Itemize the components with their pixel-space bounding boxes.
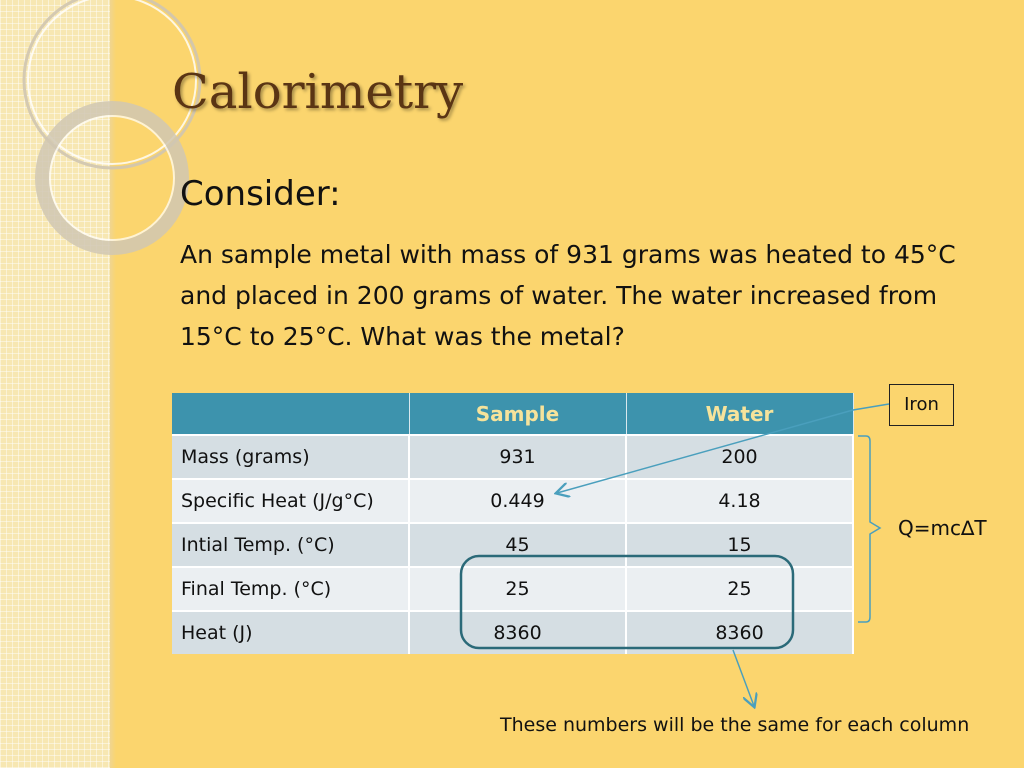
consider-heading: Consider: bbox=[180, 174, 341, 214]
note-pointer-arrow bbox=[732, 649, 754, 706]
problem-statement: An sample metal with mass of 931 grams w… bbox=[180, 240, 956, 351]
water-value: 200 bbox=[626, 434, 854, 479]
water-value: 15 bbox=[626, 522, 854, 567]
header-water: Water bbox=[626, 393, 854, 435]
sample-value: 931 bbox=[409, 434, 627, 479]
slide-title: Calorimetry bbox=[172, 64, 464, 120]
row-label: Specific Heat (J/g°C) bbox=[172, 478, 410, 523]
water-value: 25 bbox=[626, 566, 854, 611]
water-value: 8360 bbox=[626, 610, 854, 654]
table-row-heat: Heat (J) 8360 8360 bbox=[172, 610, 854, 654]
water-value: 4.18 bbox=[626, 478, 854, 523]
sample-value: 8360 bbox=[409, 610, 627, 654]
row-label: Intial Temp. (°C) bbox=[172, 522, 410, 567]
table-header-row: Sample Water bbox=[172, 393, 854, 435]
sample-value: 0.449 bbox=[409, 478, 627, 523]
row-label: Heat (J) bbox=[172, 610, 410, 654]
answer-callout: Iron bbox=[889, 384, 954, 426]
sample-value: 45 bbox=[409, 522, 627, 567]
decorative-circles bbox=[22, 0, 202, 255]
header-sample: Sample bbox=[409, 393, 627, 435]
calorimetry-table: Sample Water Mass (grams) 931 200 Specif… bbox=[172, 393, 854, 654]
row-label: Mass (grams) bbox=[172, 434, 410, 479]
side-strip-edge bbox=[110, 0, 116, 768]
table-row-initial-temp: Intial Temp. (°C) 45 15 bbox=[172, 522, 854, 567]
sample-value: 25 bbox=[409, 566, 627, 611]
row-label: Final Temp. (°C) bbox=[172, 566, 410, 611]
header-blank bbox=[172, 393, 410, 435]
formula-bracket bbox=[858, 435, 882, 623]
heat-formula: Q=mc∆T bbox=[898, 516, 987, 540]
table-row-mass: Mass (grams) 931 200 bbox=[172, 434, 854, 479]
table-row-final-temp: Final Temp. (°C) 25 25 bbox=[172, 566, 854, 611]
table-row-specific-heat: Specific Heat (J/g°C) 0.449 4.18 bbox=[172, 478, 854, 523]
same-value-note: These numbers will be the same for each … bbox=[500, 714, 970, 736]
